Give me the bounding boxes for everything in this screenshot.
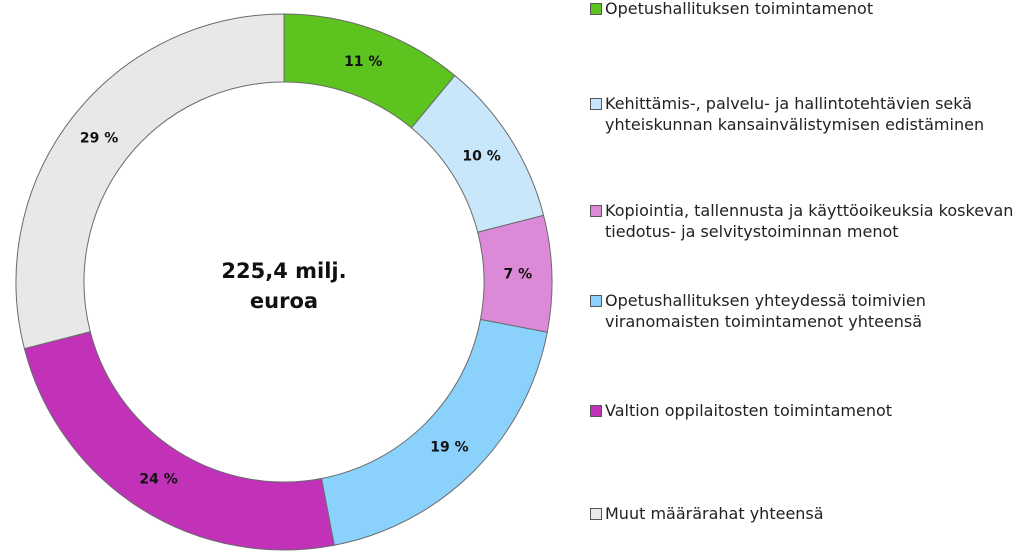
slice-label: 10 % xyxy=(462,149,500,165)
donut-slice xyxy=(15,13,285,350)
legend-label: Muut määrärahat yhteensä xyxy=(605,504,824,523)
slice-label: 24 % xyxy=(139,472,177,488)
legend-label: Kehittämis-, palvelu- ja hallintotehtävi… xyxy=(605,94,985,134)
legend-swatch xyxy=(590,508,602,520)
legend-label: Opetushallituksen yhteydessä toimivien v… xyxy=(605,291,926,331)
legend-swatch xyxy=(590,405,602,417)
legend-swatch xyxy=(590,205,602,217)
center-label: euroa xyxy=(250,289,318,313)
center-label: 225,4 milj. xyxy=(221,259,346,283)
legend-swatch xyxy=(590,3,602,15)
legend-label: Valtion oppilaitosten toimintamenot xyxy=(605,401,893,420)
slice-label: 29 % xyxy=(80,131,118,147)
legend-label: Opetushallituksen toimintamenot xyxy=(605,0,874,18)
slice-label: 11 % xyxy=(344,54,382,70)
legend-swatch xyxy=(590,295,602,307)
donut-slice xyxy=(320,318,548,546)
legend-swatch xyxy=(590,98,602,110)
slice-label: 7 % xyxy=(504,267,533,283)
donut-slice xyxy=(23,331,335,551)
slice-label: 19 % xyxy=(430,439,468,455)
legend-label: Kopiointia, tallennusta ja käyttöoikeuks… xyxy=(605,201,1014,241)
